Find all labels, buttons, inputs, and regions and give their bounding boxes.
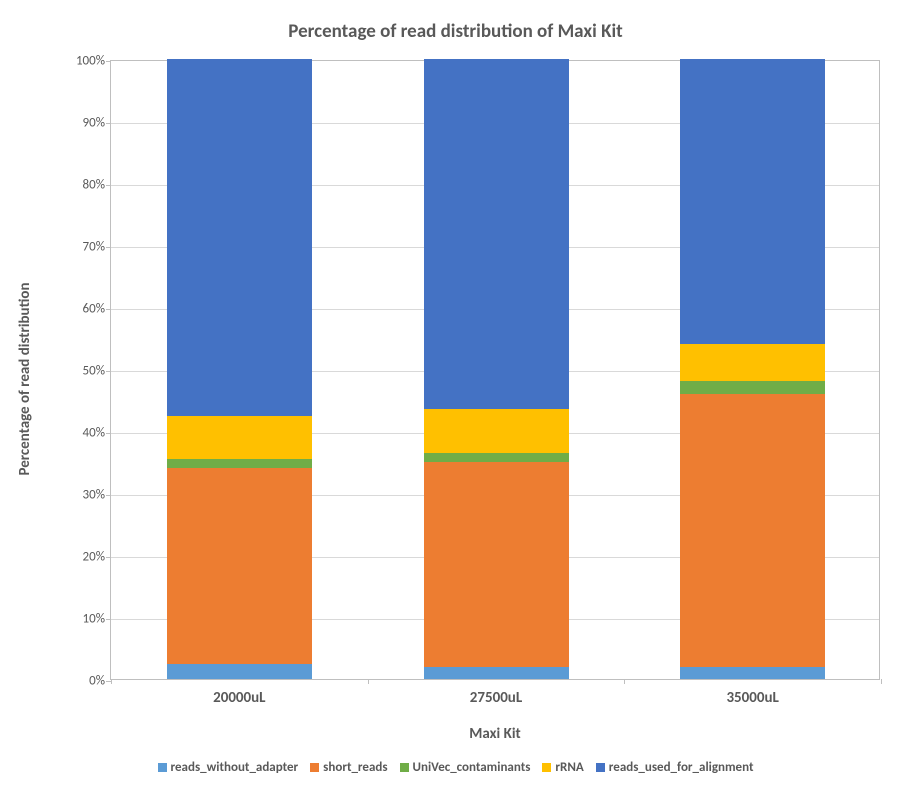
bar-segment bbox=[424, 453, 569, 462]
y-tick-label: 100% bbox=[76, 54, 105, 69]
y-tick-label: 30% bbox=[83, 488, 105, 503]
y-axis-title: Percentage of read distribution bbox=[16, 69, 34, 689]
y-tick-label: 40% bbox=[83, 426, 105, 441]
legend-item: reads_used_for_alignment bbox=[596, 760, 754, 775]
y-tick-label: 90% bbox=[83, 116, 105, 131]
x-tick-mark bbox=[624, 679, 625, 684]
x-tick-label: 20000uL bbox=[213, 689, 265, 707]
legend-item: short_reads bbox=[310, 760, 387, 775]
y-tick-mark bbox=[106, 371, 111, 372]
y-tick-label: 20% bbox=[83, 550, 105, 565]
bar-segment bbox=[167, 59, 312, 416]
legend-label: rRNA bbox=[555, 760, 583, 775]
plot-area: 0%10%20%30%40%50%60%70%80%90%100%20000uL… bbox=[110, 60, 880, 680]
y-tick-label: 50% bbox=[83, 364, 105, 379]
bar-group bbox=[424, 61, 569, 679]
y-tick-mark bbox=[106, 557, 111, 558]
x-axis-title: Maxi Kit bbox=[110, 725, 880, 743]
chart-container: Percentage of read distribution of Maxi … bbox=[0, 0, 911, 800]
x-tick-mark bbox=[111, 679, 112, 684]
legend-item: UniVec_contaminants bbox=[400, 760, 531, 775]
y-tick-label: 70% bbox=[83, 240, 105, 255]
bar-segment bbox=[680, 667, 825, 679]
bar-segment bbox=[680, 344, 825, 381]
bar-segment bbox=[167, 459, 312, 468]
legend-item: rRNA bbox=[542, 760, 583, 775]
legend-label: reads_without_adapter bbox=[171, 760, 299, 775]
legend-swatch bbox=[310, 763, 319, 772]
legend-label: reads_used_for_alignment bbox=[609, 760, 754, 775]
x-tick-label: 35000uL bbox=[726, 689, 778, 707]
bar-segment bbox=[424, 59, 569, 409]
legend-swatch bbox=[400, 763, 409, 772]
bar-segment bbox=[424, 409, 569, 452]
legend-label: UniVec_contaminants bbox=[413, 760, 531, 775]
bar-segment bbox=[680, 59, 825, 344]
chart-title: Percentage of read distribution of Maxi … bbox=[0, 20, 911, 43]
legend-item: reads_without_adapter bbox=[158, 760, 299, 775]
y-tick-label: 10% bbox=[83, 612, 105, 627]
y-tick-mark bbox=[106, 61, 111, 62]
legend: reads_without_adapter short_reads UniVec_c… bbox=[0, 760, 911, 775]
x-tick-label: 27500uL bbox=[470, 689, 522, 707]
x-tick-mark bbox=[368, 679, 369, 684]
y-tick-mark bbox=[106, 247, 111, 248]
bar-segment bbox=[424, 462, 569, 667]
bar-segment bbox=[424, 667, 569, 679]
legend-swatch bbox=[158, 763, 167, 772]
y-tick-label: 80% bbox=[83, 178, 105, 193]
bar-segment bbox=[680, 394, 825, 667]
bar-segment bbox=[167, 468, 312, 663]
bar-segment bbox=[167, 416, 312, 459]
y-tick-mark bbox=[106, 123, 111, 124]
bar-segment bbox=[680, 381, 825, 393]
y-tick-mark bbox=[106, 495, 111, 496]
bar-group bbox=[167, 61, 312, 679]
y-tick-mark bbox=[106, 619, 111, 620]
bar-segment bbox=[167, 664, 312, 680]
legend-label: short_reads bbox=[323, 760, 387, 775]
y-tick-mark bbox=[106, 433, 111, 434]
y-tick-label: 60% bbox=[83, 302, 105, 317]
y-tick-mark bbox=[106, 185, 111, 186]
bar-group bbox=[680, 61, 825, 679]
y-tick-mark bbox=[106, 309, 111, 310]
y-tick-label: 0% bbox=[89, 674, 105, 689]
x-tick-mark bbox=[881, 679, 882, 684]
legend-swatch bbox=[542, 763, 551, 772]
legend-swatch bbox=[596, 763, 605, 772]
